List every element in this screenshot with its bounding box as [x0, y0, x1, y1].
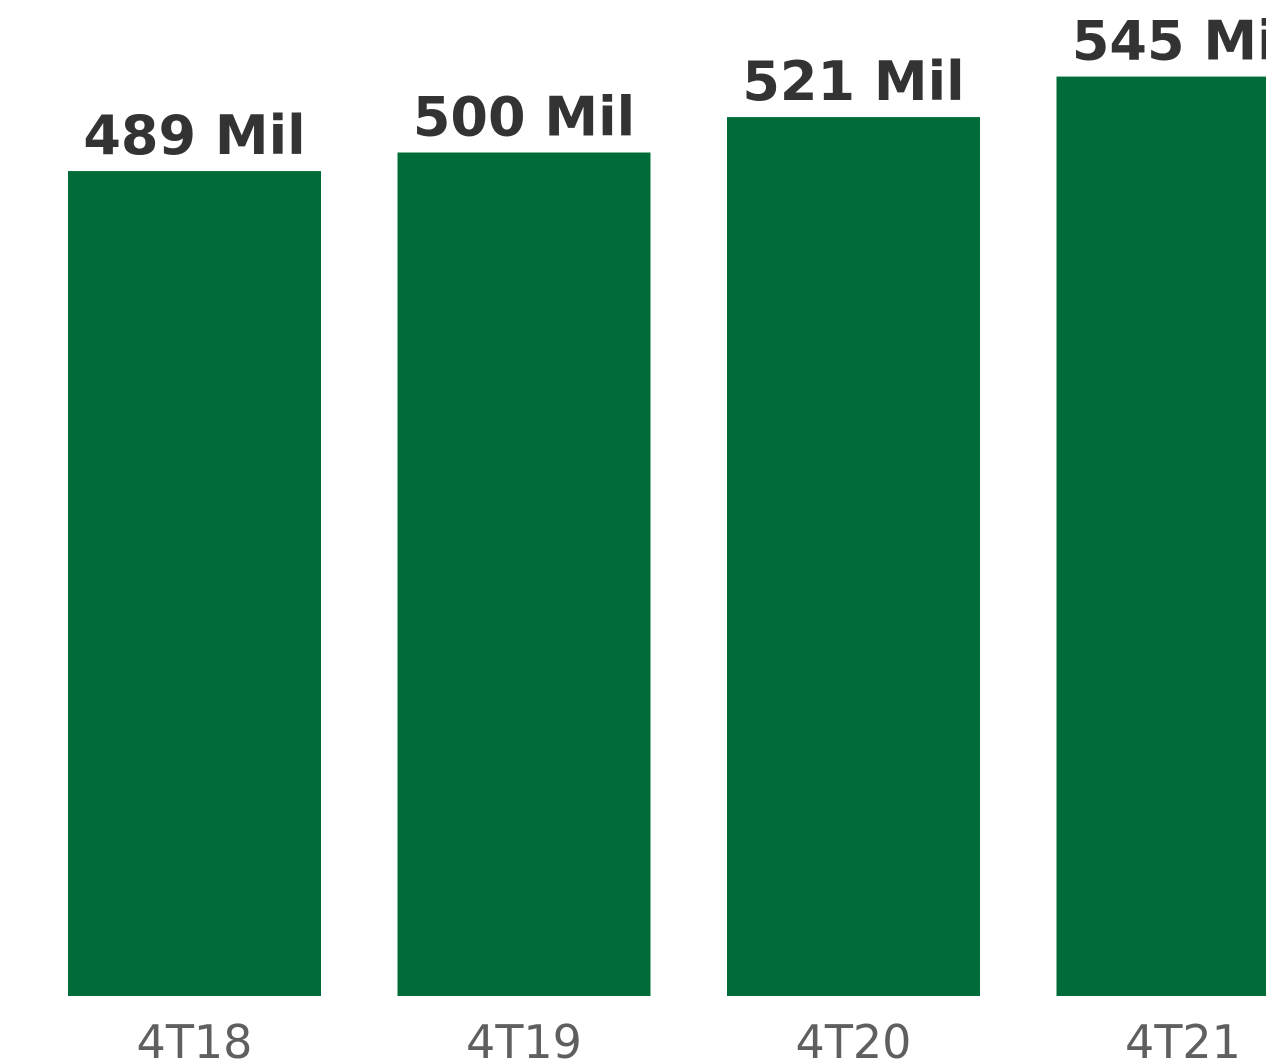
bar-4T20 [727, 117, 980, 996]
bars-group [68, 76, 1266, 996]
x-tick-label-4T21: 4T21 [1125, 1015, 1241, 1063]
data-label-4T20: 521 Mil [742, 50, 964, 113]
bar-4T18 [68, 171, 321, 996]
x-tick-label-4T20: 4T20 [796, 1015, 912, 1063]
x-tick-label-4T19: 4T19 [466, 1015, 582, 1063]
data-label-4T18: 489 Mil [83, 104, 305, 167]
bar-4T19 [397, 152, 651, 996]
data-label-4T19: 500 Mil [413, 86, 635, 149]
data-label-4T21: 545 Mil [1072, 10, 1266, 73]
data-labels-group: 489 Mil 500 Mil 521 Mil 545 Mil [83, 10, 1266, 167]
x-tick-label-4T18: 4T18 [137, 1015, 253, 1063]
x-tick-labels-group: 4T18 4T19 4T20 4T21 [137, 1015, 1241, 1063]
bar-4T21 [1056, 76, 1266, 996]
